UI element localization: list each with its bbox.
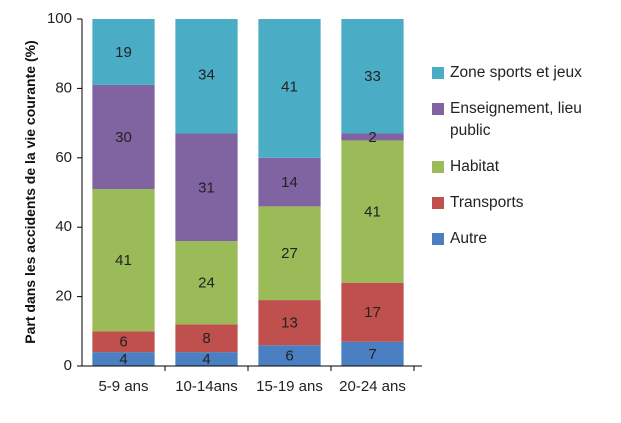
x-tick-label: 15-19 ans	[256, 378, 323, 395]
bar-segment	[341, 282, 404, 342]
bar-segment	[92, 189, 155, 332]
legend-label: Zone sports et jeux	[450, 64, 582, 81]
y-tick-label: 20	[55, 288, 72, 305]
bar-segment	[175, 19, 238, 134]
legend-swatch	[432, 197, 444, 209]
data-label: 27	[281, 245, 298, 262]
data-label: 30	[115, 129, 132, 146]
data-label: 24	[198, 275, 215, 292]
legend-label: Enseignement, lieu public	[450, 100, 582, 139]
y-tick-label: 60	[55, 149, 72, 166]
bar-segment	[341, 19, 404, 134]
y-tick-label: 40	[55, 218, 72, 235]
bar-segment	[92, 84, 155, 190]
data-label: 8	[202, 330, 210, 347]
legend-item: Zone sports et jeux	[432, 62, 617, 84]
bar-segment	[258, 345, 321, 366]
y-tick-label: 100	[47, 10, 72, 27]
legend-item: Enseignement, lieu public	[432, 98, 617, 142]
data-label: 4	[119, 351, 127, 368]
data-label: 7	[368, 346, 376, 363]
data-label: 13	[281, 315, 298, 332]
data-label: 4	[202, 351, 210, 368]
legend-swatch	[432, 233, 444, 245]
bar-segment	[341, 140, 404, 283]
legend-item: Transports	[432, 192, 617, 214]
data-label: 19	[115, 44, 132, 61]
legend: Zone sports et jeux Enseignement, lieu pu…	[432, 62, 617, 264]
bar-segment	[92, 352, 155, 366]
data-label: 33	[364, 68, 381, 85]
x-tick-label: 20-24 ans	[339, 378, 406, 395]
bar-segment	[258, 300, 321, 346]
data-label: 2	[368, 129, 376, 146]
legend-label: Transports	[450, 194, 524, 211]
bar-segment	[175, 352, 238, 366]
legend-swatch	[432, 161, 444, 173]
data-label: 6	[119, 334, 127, 351]
bar-segment	[258, 157, 321, 207]
data-label: 31	[198, 179, 215, 196]
y-tick-label: 80	[55, 79, 72, 96]
bar-segment	[92, 331, 155, 353]
bar-segment	[341, 133, 404, 141]
data-label: 6	[285, 348, 293, 365]
x-tick-label: 5-9 ans	[98, 378, 149, 395]
data-label: 41	[115, 252, 132, 269]
legend-item: Habitat	[432, 156, 617, 178]
bar-segment	[175, 241, 238, 325]
legend-swatch	[432, 67, 444, 79]
data-label: 34	[198, 66, 215, 83]
data-label: 17	[364, 304, 381, 321]
x-tick-label: 10-14ans	[175, 378, 238, 395]
data-label: 41	[364, 204, 381, 221]
legend-label: Autre	[450, 230, 488, 247]
data-label: 41	[281, 79, 298, 96]
bar-segment	[258, 206, 321, 301]
legend-swatch	[432, 103, 444, 115]
legend-item: Autre	[432, 228, 617, 250]
bar-segment	[258, 19, 321, 158]
bar-segment	[175, 133, 238, 242]
y-axis-label: Part dans les accidents de la vie couran…	[22, 40, 38, 344]
legend-label: Habitat	[450, 158, 500, 175]
bar-segment	[92, 19, 155, 85]
data-label: 14	[281, 174, 298, 191]
bar-segment	[175, 324, 238, 353]
bar-segment	[341, 341, 404, 366]
y-tick-label: 0	[64, 357, 72, 374]
bars	[92, 19, 404, 366]
